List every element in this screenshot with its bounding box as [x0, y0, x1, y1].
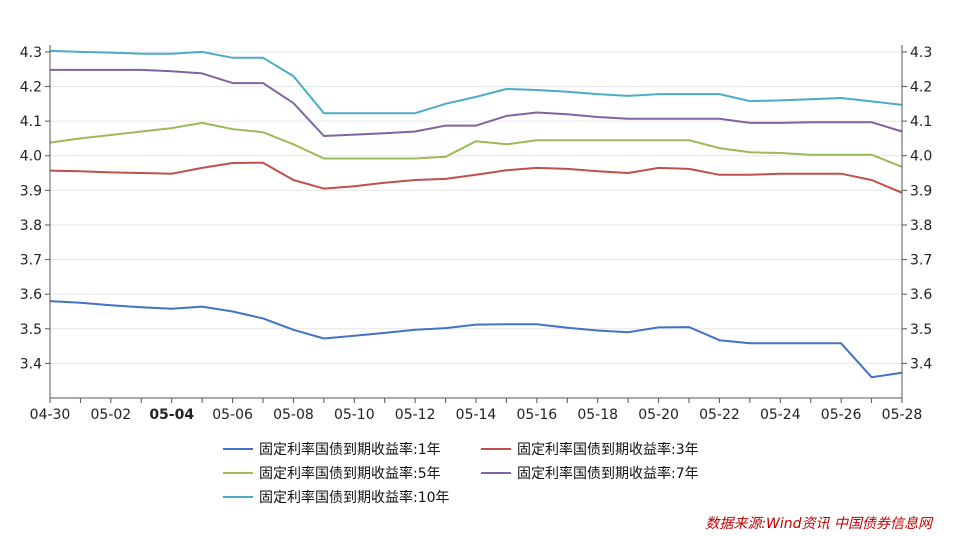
x-tick-label: 05-04	[149, 407, 194, 423]
series-line-4	[50, 68, 903, 137]
y-tick-label: 3.4	[20, 356, 42, 372]
x-tick-label: 04-30	[30, 407, 71, 423]
y-tick-label: 3.6	[910, 287, 932, 303]
series-line-2	[49, 161, 903, 194]
x-tick-label: 05-28	[882, 407, 923, 423]
y-tick-label: 4.0	[910, 149, 932, 165]
x-tick-label: 05-20	[638, 407, 679, 423]
x-tick-label: 05-06	[212, 407, 253, 423]
x-tick-label: 05-24	[760, 407, 801, 423]
x-tick-label: 05-26	[821, 407, 862, 423]
y-tick-label: 3.8	[20, 218, 42, 234]
y-tick-label: 3.6	[20, 287, 42, 303]
y-tick-label: 3.7	[910, 253, 932, 269]
x-tick-label: 05-18	[577, 407, 618, 423]
x-tick-label: 05-22	[699, 407, 740, 423]
gridlines	[50, 51, 902, 364]
legend-label: 固定利率国债到期收益率:1年	[259, 441, 441, 458]
y-axis-left: 3.4 3.5 3.6 3.7 3.8 3.9 4.0 4.1 4.2 4.3	[20, 45, 50, 372]
x-axis: 04-30 05-02 05-04 05-06 05-08 05-10 05-12 05-14…	[30, 398, 923, 423]
x-tick-label: 05-16	[517, 407, 558, 423]
y-tick-label: 3.5	[20, 322, 42, 338]
legend-label: 固定利率国债到期收益率:5年	[259, 465, 441, 482]
x-tick-label: 05-12	[395, 407, 436, 423]
y-tick-label: 4.1	[20, 114, 42, 130]
y-tick-label: 4.3	[910, 45, 932, 61]
y-tick-label: 3.9	[910, 183, 932, 199]
x-tick-label: 05-10	[334, 407, 375, 423]
y-tick-label: 3.7	[20, 253, 42, 269]
axes	[49, 45, 903, 399]
series-line-1	[49, 300, 903, 379]
x-tick-label: 05-08	[273, 407, 314, 423]
legend-label: 固定利率国债到期收益率:3年	[517, 441, 699, 458]
y-tick-label: 4.3	[20, 45, 42, 61]
series-line-3	[49, 121, 903, 168]
y-tick-label: 3.9	[20, 183, 42, 199]
y-tick-label: 4.1	[910, 114, 932, 130]
series-group	[49, 49, 903, 379]
y-tick-label: 3.8	[910, 218, 932, 234]
y-tick-label: 4.2	[910, 80, 932, 96]
source-note: 数据来源:Wind资讯 中国债券信息网	[705, 516, 934, 532]
y-tick-label: 4.0	[20, 149, 42, 165]
legend: 固定利率国债到期收益率:1年 固定利率国债到期收益率:3年固定利率国债到期收益率:…	[223, 441, 699, 506]
y-tick-label: 3.4	[910, 356, 932, 372]
y-tick-label: 3.5	[910, 322, 932, 338]
legend-label: 固定利率国债到期收益率:7年	[517, 465, 699, 482]
legend-label: 固定利率国债到期收益率:10年	[259, 489, 450, 506]
y-tick-label: 4.2	[20, 80, 42, 96]
x-tick-label: 05-02	[91, 407, 132, 423]
x-tick-label: 05-14	[456, 407, 497, 423]
y-axis-right: 3.4 3.5 3.6 3.7 3.8 3.9 4.0 4.1 4.2 4.3	[902, 45, 932, 372]
series-line-5	[49, 49, 903, 115]
